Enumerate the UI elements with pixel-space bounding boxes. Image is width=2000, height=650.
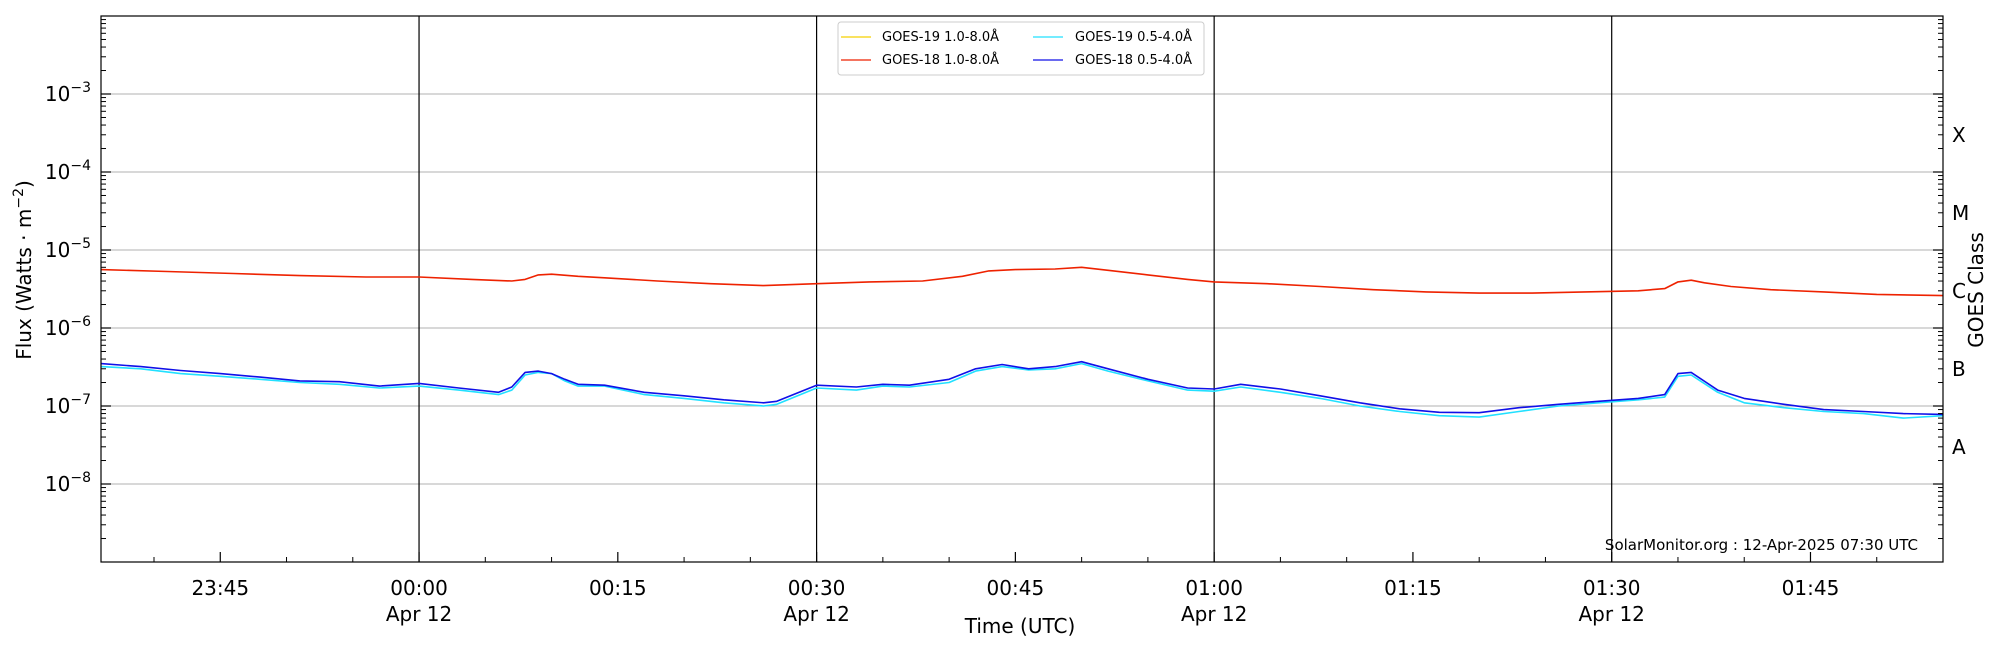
x-tick-label: 01:45: [1782, 576, 1840, 600]
x-tick-sublabel: Apr 12: [783, 602, 849, 626]
y-axis-label-close: ): [12, 180, 36, 188]
y-tick-label: 10−4: [45, 158, 91, 184]
x-tick-label: 00:30: [788, 576, 846, 600]
goes-class-label: C: [1952, 279, 1966, 303]
goes-class-label: B: [1952, 357, 1966, 381]
x-tick-label: 00:45: [987, 576, 1045, 600]
goes-class-labels: A B C M X: [1952, 123, 1969, 459]
y-axis-ticks: 10−810−710−610−510−410−3: [45, 19, 1943, 540]
goes-class-label: X: [1952, 123, 1966, 147]
y-tick-label-exponent: −7: [70, 392, 91, 408]
y-axis-label-exponent: −2: [11, 188, 27, 209]
series-line: [100, 362, 1944, 419]
y-tick-label-base: 10: [45, 394, 70, 418]
grid-lines: [101, 93, 1943, 485]
x-tick-label: 23:45: [191, 576, 249, 600]
y-tick-label: 10−7: [45, 392, 91, 418]
legend-box: [837, 21, 1205, 76]
y-tick-label-exponent: −5: [70, 236, 91, 252]
x-tick-label: 01:30: [1583, 576, 1641, 600]
x-tick-label: 01:15: [1384, 576, 1442, 600]
legend: GOES-19 1.0-8.0Å GOES-18 1.0-8.0Å GOES-1…: [837, 21, 1205, 76]
y-tick-label: 10−8: [45, 470, 91, 496]
goes-class-label: A: [1952, 435, 1966, 459]
y-tick-label-base: 10: [45, 160, 70, 184]
y-tick-label-exponent: −3: [70, 80, 91, 96]
y-tick-label: 10−3: [45, 80, 91, 106]
y-tick-label: 10−6: [45, 314, 91, 340]
legend-label-goes19-short: GOES-19 0.5-4.0Å: [1075, 29, 1192, 45]
series-line: [100, 266, 1944, 297]
series-line: [100, 360, 1944, 416]
legend-label-goes18-short: GOES-18 0.5-4.0Å: [1075, 52, 1192, 68]
y-tick-label-exponent: −4: [70, 158, 91, 174]
goes-class-label: M: [1952, 201, 1969, 225]
y-tick-label: 10−5: [45, 236, 91, 262]
x-tick-sublabel: Apr 12: [1181, 602, 1247, 626]
x-tick-sublabel: Apr 12: [1579, 602, 1645, 626]
y-tick-label-base: 10: [45, 316, 70, 340]
legend-label-goes19-long: GOES-19 1.0-8.0Å: [882, 29, 999, 45]
x-tick-label: 00:15: [589, 576, 647, 600]
x-tick-label: 01:00: [1185, 576, 1243, 600]
y2-axis-label: GOES Class: [1964, 232, 1988, 348]
y-tick-label-base: 10: [45, 82, 70, 106]
x-tick-sublabel: Apr 12: [386, 602, 452, 626]
x-tick-label: 00:00: [390, 576, 448, 600]
y-axis-label-main: Flux (Watts · m: [12, 209, 36, 360]
y-tick-label-exponent: −8: [70, 470, 91, 486]
day-boundary-lines: [418, 16, 1613, 562]
y-tick-label-base: 10: [45, 238, 70, 262]
x-axis-label: Time (UTC): [964, 614, 1076, 638]
y-axis-label: Flux (Watts · m−2): [11, 180, 36, 360]
y-tick-label-base: 10: [45, 472, 70, 496]
legend-label-goes18-long: GOES-18 1.0-8.0Å: [882, 52, 999, 68]
credit-text: SolarMonitor.org : 12-Apr-2025 07:30 UTC: [1605, 536, 1918, 554]
series-layer: [100, 266, 1944, 419]
plot-frame: [100, 15, 1944, 563]
y-tick-label-exponent: −6: [70, 314, 91, 330]
